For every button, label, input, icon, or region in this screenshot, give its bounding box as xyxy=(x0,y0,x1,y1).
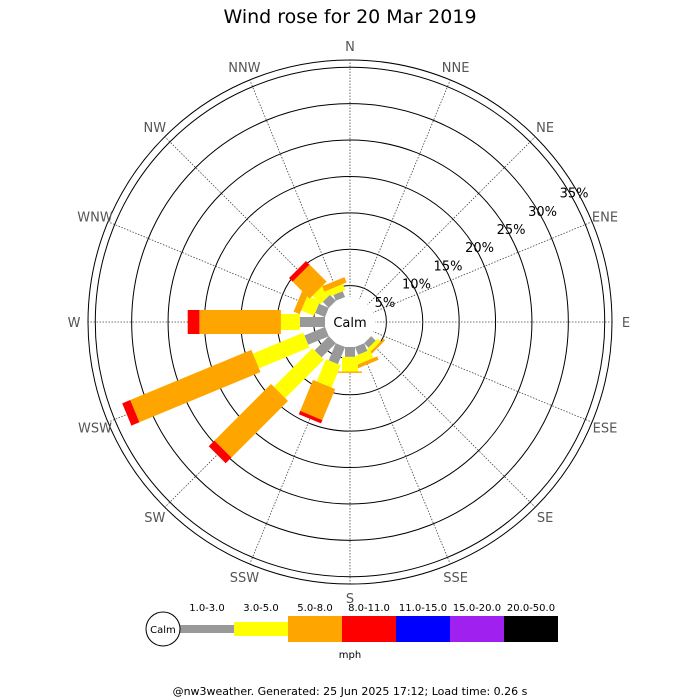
ring-label-35: 35% xyxy=(560,187,589,202)
bar-ssw-bin-2 xyxy=(316,359,341,388)
bar-nnw-bin-1 xyxy=(333,291,346,301)
direction-label-sse: SSE xyxy=(443,571,468,586)
ring-label-15: 15% xyxy=(434,259,463,274)
ring-label-30: 30% xyxy=(528,205,557,220)
direction-label-nne: NNE xyxy=(442,61,470,76)
direction-label-ssw: SSW xyxy=(230,571,260,586)
legend-label-6: 15.0-20.0 xyxy=(453,603,501,614)
legend-swatch-6 xyxy=(450,616,504,642)
direction-label-wnw: WNW xyxy=(77,210,113,225)
direction-label-sw: SW xyxy=(144,511,165,526)
legend-calm-label: Calm xyxy=(150,625,176,636)
bar-s-bin-2 xyxy=(342,356,358,372)
bar-sse-bin-1 xyxy=(354,343,368,355)
direction-label-nnw: NNW xyxy=(228,61,260,76)
bar-ssw-bin-3 xyxy=(300,379,336,421)
footer-text: @nw3weather. Generated: 25 Jun 2025 17:1… xyxy=(173,685,528,698)
ring-label-25: 25% xyxy=(497,223,526,238)
bar-s-bin-3 xyxy=(338,371,362,373)
bar-wnw-bin-2 xyxy=(301,295,321,316)
bar-se-bin-1 xyxy=(364,336,376,348)
wind-bars xyxy=(122,261,386,464)
bar-w-bin-4 xyxy=(187,310,200,334)
legend-label-7: 20.0-50.0 xyxy=(507,603,555,614)
direction-label-n: N xyxy=(345,40,355,55)
legend-unit: mph xyxy=(339,650,361,661)
ring-25 xyxy=(167,139,533,505)
direction-label-s: S xyxy=(346,592,354,607)
legend-calm-circle xyxy=(145,611,181,647)
bar-sse-bin-2 xyxy=(355,349,374,365)
bar-nw-bin-4 xyxy=(289,261,310,282)
legend-swatch-3 xyxy=(288,616,342,642)
direction-label-w: W xyxy=(68,316,81,331)
bar-wnw-bin-3 xyxy=(293,289,309,315)
polar-grid: N NNE NE ENE E ESE SE SSE S SSW SW WSW W WNW NW NNW 5% 10… xyxy=(68,40,631,607)
direction-label-ene: ENE xyxy=(592,210,618,225)
spoke-ese xyxy=(349,321,593,423)
bar-sw-bin-2 xyxy=(273,348,324,399)
bar-wsw-bin-3 xyxy=(130,349,261,423)
direction-label-se: SE xyxy=(537,511,553,526)
bar-ssw-bin-4 xyxy=(298,410,323,424)
direction-label-wsw: WSW xyxy=(78,422,112,437)
bar-nnw-bin-2 xyxy=(328,284,346,297)
bar-wnw-bin-1 xyxy=(315,303,329,318)
bar-wsw-bin-1 xyxy=(304,326,329,345)
spoke-nne xyxy=(349,79,451,323)
legend-label-2: 3.0-5.0 xyxy=(243,603,278,614)
bar-wsw-bin-2 xyxy=(252,332,310,369)
bar-sw-bin-4 xyxy=(208,440,232,464)
bar-sw-bin-1 xyxy=(314,336,336,358)
ring-30 xyxy=(131,103,569,541)
direction-label-e: E xyxy=(622,316,630,331)
bar-s-bin-1 xyxy=(345,347,355,357)
direction-label-nw: NW xyxy=(144,121,167,136)
ring-label-20: 20% xyxy=(465,241,494,256)
bar-se-bin-2 xyxy=(366,338,381,353)
bar-sw-bin-3 xyxy=(214,384,288,458)
ring-label-10: 10% xyxy=(402,278,431,293)
spoke-se xyxy=(349,321,536,508)
bar-wsw-bin-4 xyxy=(122,400,140,426)
bar-w-bin-1 xyxy=(299,317,325,327)
legend-swatch-7 xyxy=(504,616,558,642)
direction-label-ne: NE xyxy=(536,121,554,136)
calm-circle xyxy=(325,297,375,347)
bar-se-bin-3 xyxy=(366,338,386,358)
legend-swatch-4 xyxy=(342,616,396,642)
legend-label-1: 1.0-3.0 xyxy=(189,603,224,614)
bar-w-bin-3 xyxy=(199,310,281,334)
bar-w-bin-2 xyxy=(280,314,300,330)
direction-label-ese: ESE xyxy=(593,422,618,437)
legend-label-3: 5.0-8.0 xyxy=(297,603,332,614)
bar-nnw-bin-3 xyxy=(322,277,347,292)
legend-swatch-2 xyxy=(234,622,288,636)
calm-center: Calm xyxy=(325,297,375,347)
speed-legend: mph 1.0-3.0 3.0-5.0 5.0-8.0 8.0-11.0 11.0-15… xyxy=(145,603,558,661)
legend-swatch-1 xyxy=(180,625,234,633)
bar-sse-bin-3 xyxy=(355,356,379,369)
bar-ssw-bin-1 xyxy=(328,343,346,365)
calm-label: Calm xyxy=(333,316,366,331)
legend-swatch-5 xyxy=(396,616,450,642)
bar-nw-bin-1 xyxy=(322,294,336,308)
chart-title: Wind rose for 20 Mar 2019 xyxy=(223,6,476,28)
ring-35 xyxy=(94,66,606,578)
legend-label-5: 11.0-15.0 xyxy=(399,603,447,614)
ring-label-5: 5% xyxy=(375,296,396,311)
legend-label-4: 8.0-11.0 xyxy=(348,603,390,614)
